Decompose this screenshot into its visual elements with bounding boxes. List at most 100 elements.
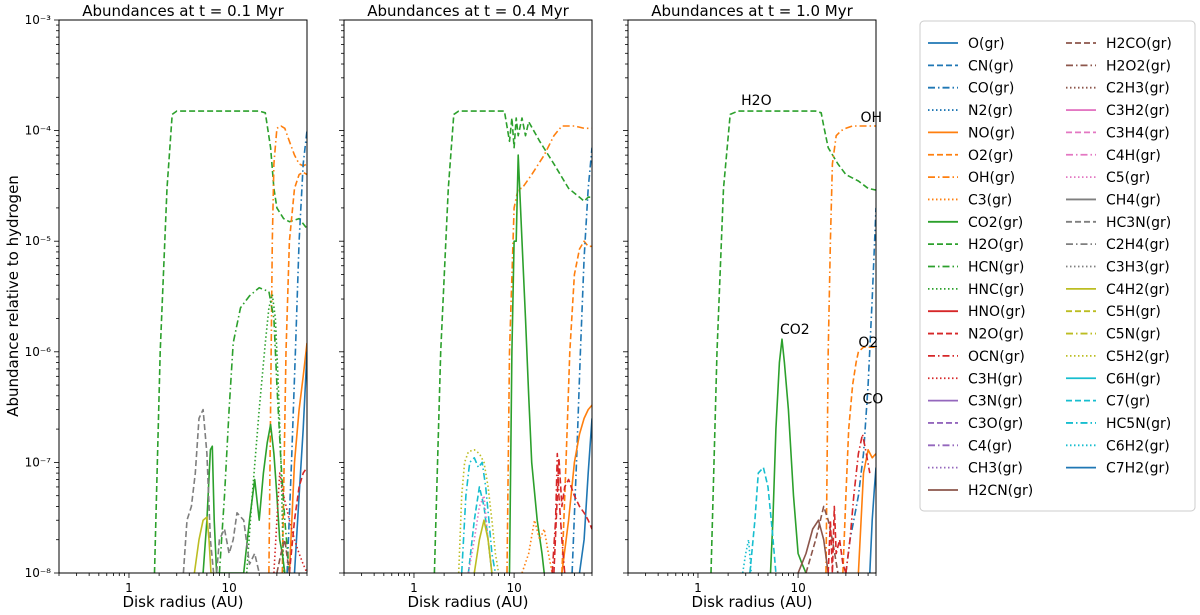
legend-label: C3N(gr) bbox=[968, 394, 1023, 410]
legend-label: O(gr) bbox=[968, 36, 1005, 52]
panel-2: Abundances at t = 0.4 Myr Disk radius (A… bbox=[339, 2, 593, 611]
legend-label: C2H4(gr) bbox=[1106, 237, 1170, 253]
legend-label: C2H3(gr) bbox=[1106, 81, 1170, 97]
legend-box bbox=[919, 20, 1196, 512]
legend-label: C3H2(gr) bbox=[1106, 103, 1170, 119]
series-line bbox=[506, 125, 592, 573]
legend-label: H2O2(gr) bbox=[1106, 58, 1171, 74]
panel-3-frame bbox=[627, 19, 877, 574]
y-tick-label: 10⁻³ bbox=[25, 13, 52, 27]
panel-1-x-label: Disk radius (AU) bbox=[122, 593, 243, 611]
legend-label: CH3(gr) bbox=[968, 461, 1023, 477]
x-tick-label: 10 bbox=[790, 581, 805, 595]
annotation-label: CO bbox=[863, 392, 884, 408]
series-line bbox=[276, 538, 291, 573]
series-line bbox=[869, 467, 876, 573]
y-tick-label: 10⁻⁸ bbox=[25, 566, 52, 580]
y-tick-label: 10⁻⁶ bbox=[25, 345, 52, 359]
legend-label: C3H4(gr) bbox=[1106, 125, 1170, 141]
legend-label: C7H2(gr) bbox=[1106, 461, 1170, 477]
legend-label: C5(gr) bbox=[1106, 170, 1150, 186]
series-line bbox=[578, 418, 592, 573]
panel-2-frame bbox=[343, 19, 593, 574]
legend-label: C3(gr) bbox=[968, 192, 1012, 208]
legend-label: O2(gr) bbox=[968, 148, 1014, 164]
series-line bbox=[805, 505, 839, 573]
panel-2-x-label: Disk radius (AU) bbox=[407, 593, 528, 611]
series-line bbox=[842, 346, 876, 573]
series-line bbox=[268, 125, 307, 573]
series-line bbox=[193, 516, 214, 573]
legend-label: C3H3(gr) bbox=[1106, 260, 1170, 276]
legend-label: C6H2(gr) bbox=[1106, 438, 1170, 454]
x-tick-label: 10 bbox=[506, 581, 521, 595]
legend-label: C4H(gr) bbox=[1106, 148, 1161, 164]
legend-label: C5H(gr) bbox=[1106, 304, 1161, 320]
series-line bbox=[825, 125, 876, 573]
x-tick-label: 1 bbox=[125, 581, 133, 595]
panel-3: Abundances at t = 1.0 Myr Disk radius (A… bbox=[623, 2, 883, 611]
series-line bbox=[845, 207, 876, 573]
legend-label: HNC(gr) bbox=[968, 282, 1024, 298]
series-line bbox=[797, 519, 829, 573]
series-line bbox=[218, 286, 291, 573]
legend-label: H2CN(gr) bbox=[968, 483, 1033, 499]
y-axis-label: Abundance relative to hydrogen bbox=[4, 175, 22, 417]
legend-label: C5H2(gr) bbox=[1106, 349, 1170, 365]
series-line bbox=[288, 342, 307, 573]
panel-1-series bbox=[153, 110, 307, 573]
legend-label: HC5N(gr) bbox=[1106, 416, 1171, 432]
series-line bbox=[281, 171, 307, 573]
x-tick-label: 10 bbox=[221, 581, 236, 595]
series-line bbox=[433, 110, 592, 573]
series-line bbox=[508, 154, 545, 573]
legend-label: CH4(gr) bbox=[1106, 192, 1161, 208]
legend: O(gr) CN(gr) CO(gr) N2(gr) NO(gr) O2(gr) OH(gr… bbox=[919, 20, 1196, 512]
series-line bbox=[182, 408, 260, 573]
legend-label: CO(gr) bbox=[968, 81, 1014, 97]
y-tick-label: 10⁻⁴ bbox=[25, 124, 52, 138]
series-line bbox=[769, 338, 807, 573]
panel-1-frame bbox=[58, 19, 308, 574]
legend-label: C3H(gr) bbox=[968, 371, 1023, 387]
annotation-label: H2O bbox=[741, 93, 771, 109]
series-line bbox=[460, 456, 497, 573]
x-tick-label: 1 bbox=[410, 581, 418, 595]
series-line bbox=[857, 448, 876, 573]
series-line bbox=[245, 293, 285, 573]
panel-3-series bbox=[710, 110, 876, 573]
legend-label: C5N(gr) bbox=[1106, 327, 1161, 343]
panel-3-title: Abundances at t = 1.0 Myr bbox=[651, 2, 853, 20]
annotation-label: CO2 bbox=[780, 322, 810, 338]
series-line bbox=[473, 519, 493, 573]
panel-1: Abundances at t = 0.1 Myr Disk radius (A… bbox=[25, 2, 308, 611]
legend-label: OH(gr) bbox=[968, 170, 1015, 186]
series-line bbox=[561, 240, 592, 573]
panel-2-series bbox=[433, 110, 592, 573]
series-line bbox=[293, 351, 307, 573]
series-line bbox=[288, 467, 307, 573]
legend-label: N2O(gr) bbox=[968, 327, 1024, 343]
legend-label: HC3N(gr) bbox=[1106, 215, 1171, 231]
series-line bbox=[710, 110, 876, 573]
panel-1-ticks: 1 10 10⁻⁸ 10⁻⁷ 10⁻⁶ 10⁻⁵ 10⁻⁴ 10⁻³ bbox=[25, 13, 308, 595]
series-line bbox=[273, 472, 307, 573]
legend-label: CN(gr) bbox=[968, 58, 1014, 74]
series-line bbox=[153, 110, 307, 573]
series-line bbox=[551, 452, 566, 573]
legend-label: C7(gr) bbox=[1106, 394, 1150, 410]
legend-label: C6H(gr) bbox=[1106, 371, 1161, 387]
series-line bbox=[827, 505, 847, 573]
series-line bbox=[561, 404, 592, 573]
panel-1-title: Abundances at t = 0.1 Myr bbox=[82, 2, 284, 20]
series-line bbox=[521, 519, 553, 573]
legend-label: HCN(gr) bbox=[968, 260, 1024, 276]
annotation-label: O2 bbox=[858, 335, 878, 351]
legend-label: NO(gr) bbox=[968, 125, 1015, 141]
legend-label: H2CO(gr) bbox=[1106, 36, 1172, 52]
series-line bbox=[467, 486, 493, 573]
panel-3-annotations: H2O OH CO2 O2 CO bbox=[741, 93, 883, 408]
panel-3-x-label: Disk radius (AU) bbox=[691, 593, 812, 611]
series-line bbox=[202, 423, 286, 573]
